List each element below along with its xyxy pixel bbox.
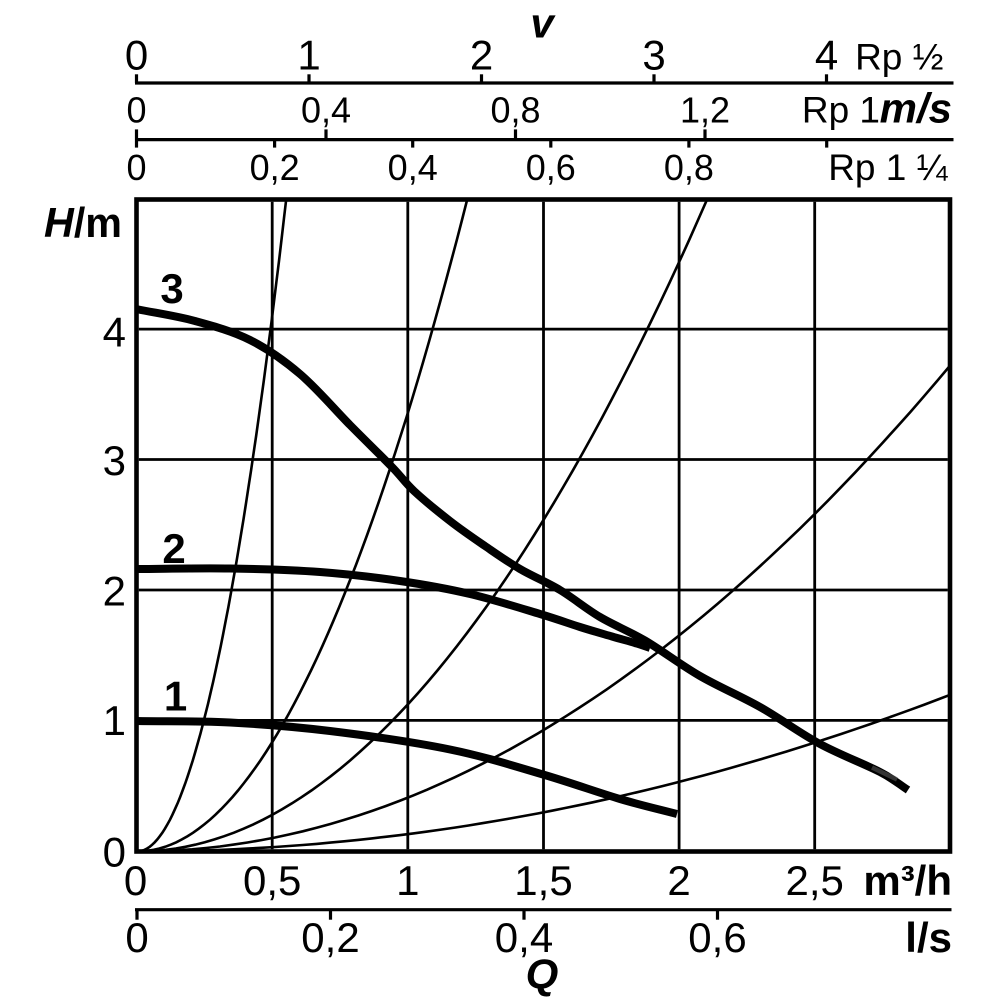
svg-text:0,6: 0,6 [688, 914, 746, 961]
svg-text:1,2: 1,2 [680, 90, 730, 131]
svg-text:v: v [530, 0, 556, 47]
svg-text:2: 2 [667, 857, 690, 904]
svg-text:2: 2 [470, 31, 493, 78]
svg-text:4: 4 [103, 308, 126, 355]
svg-text:3: 3 [103, 437, 126, 484]
svg-text:Q: Q [526, 951, 559, 999]
svg-text:0: 0 [126, 147, 146, 188]
svg-text:0,4: 0,4 [388, 147, 438, 188]
svg-text:H/m: H/m [44, 199, 122, 246]
svg-text:m/s: m/s [880, 85, 952, 132]
svg-text:1: 1 [103, 697, 126, 744]
svg-text:2,5: 2,5 [786, 857, 844, 904]
svg-text:0,6: 0,6 [526, 147, 576, 188]
svg-text:2: 2 [103, 567, 126, 614]
svg-text:1,5: 1,5 [514, 857, 572, 904]
svg-text:1: 1 [164, 672, 187, 719]
svg-text:0: 0 [125, 914, 148, 961]
svg-text:0,4: 0,4 [301, 90, 351, 131]
svg-text:1: 1 [297, 31, 320, 78]
svg-text:0: 0 [126, 90, 146, 131]
svg-text:0: 0 [103, 828, 126, 875]
svg-text:Rp 1 ¼: Rp 1 ¼ [828, 147, 948, 188]
svg-text:Rp ½: Rp ½ [855, 36, 943, 77]
svg-text:m³/h: m³/h [863, 857, 952, 904]
svg-text:l/s: l/s [905, 914, 952, 961]
svg-text:1: 1 [396, 857, 419, 904]
svg-text:0,8: 0,8 [490, 90, 540, 131]
svg-text:Rp 1: Rp 1 [802, 90, 880, 131]
svg-text:0,4: 0,4 [495, 914, 553, 961]
svg-text:2: 2 [162, 525, 185, 572]
svg-text:0,2: 0,2 [250, 147, 300, 188]
svg-text:0,2: 0,2 [301, 914, 359, 961]
svg-text:4: 4 [815, 31, 838, 78]
svg-text:3: 3 [642, 31, 665, 78]
svg-text:3: 3 [160, 265, 183, 312]
svg-text:0,5: 0,5 [243, 857, 301, 904]
svg-text:0: 0 [125, 31, 148, 78]
svg-text:0: 0 [124, 857, 147, 904]
svg-text:0,8: 0,8 [664, 147, 714, 188]
